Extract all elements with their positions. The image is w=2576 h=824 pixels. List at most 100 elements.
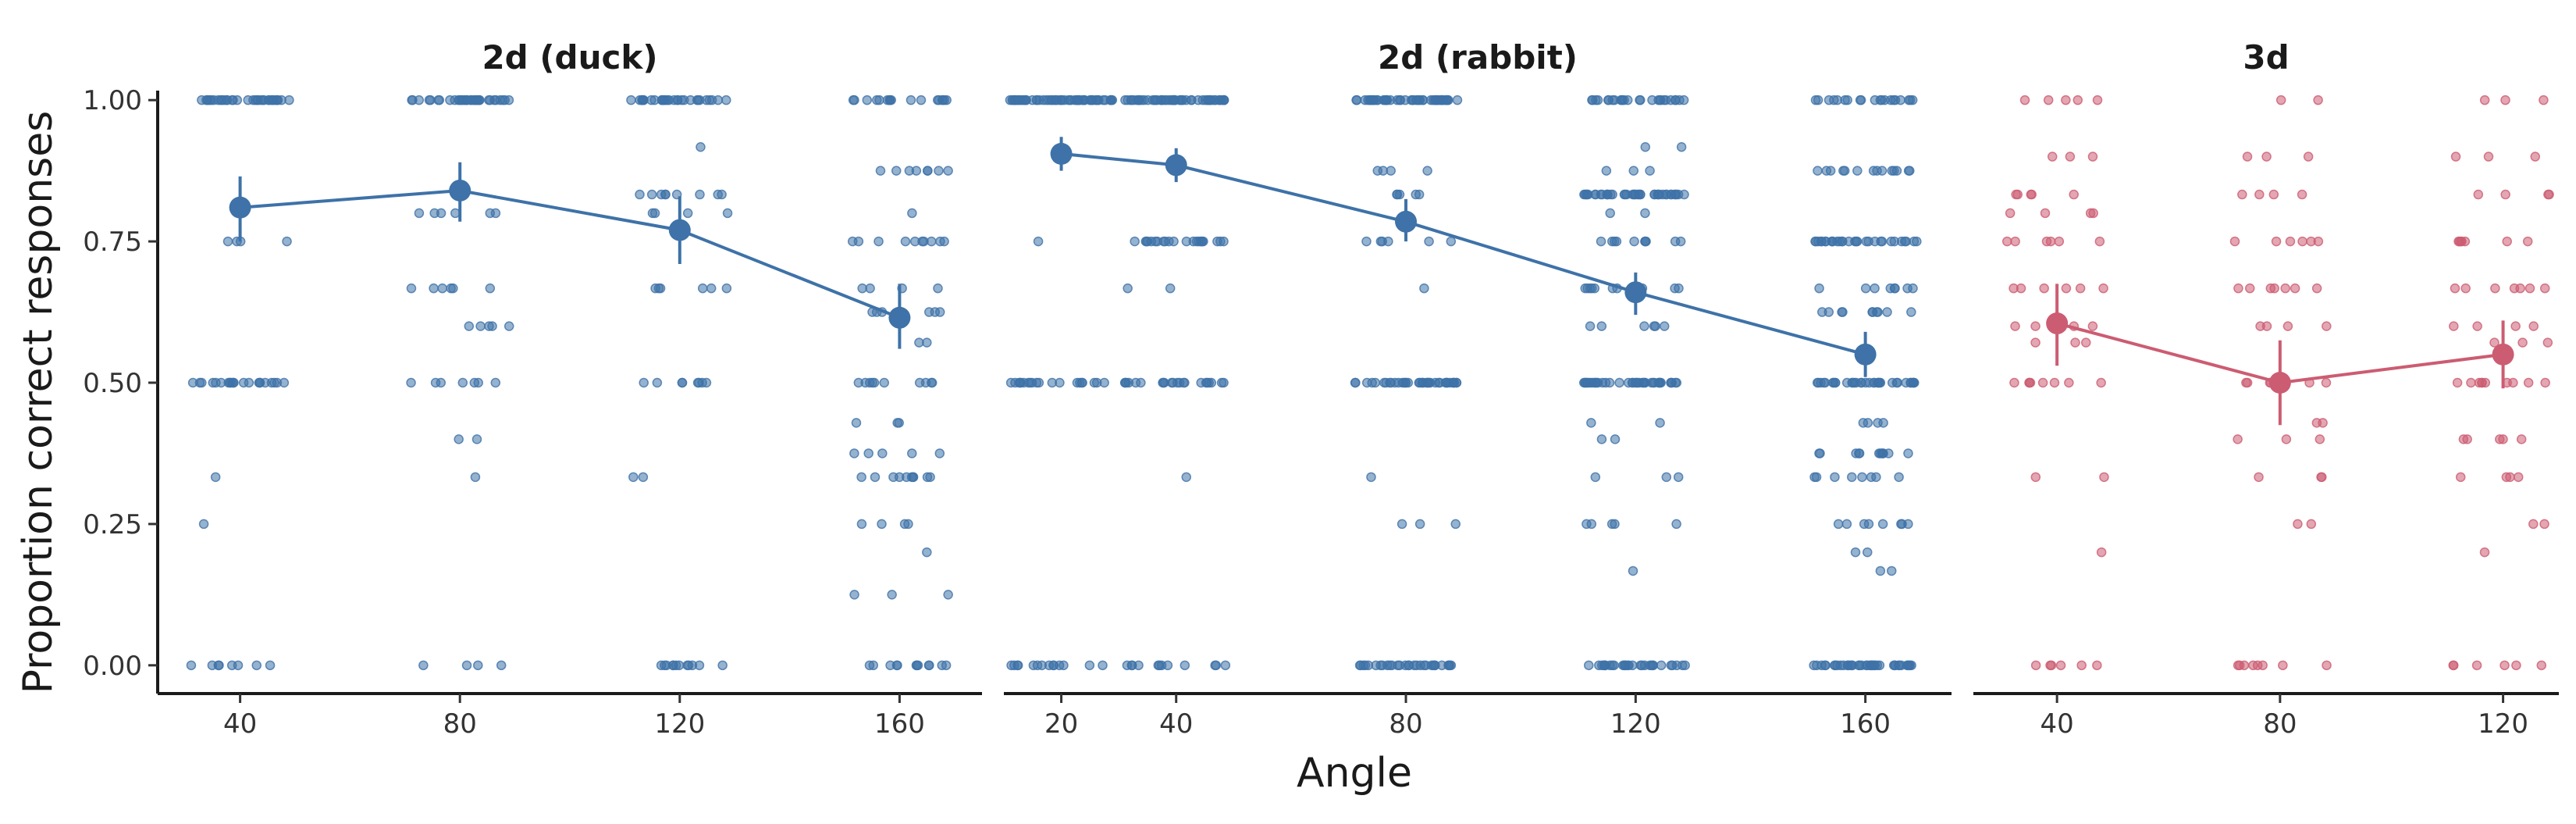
- x-tick-label: 80: [1389, 708, 1422, 740]
- x-tick-label: 160: [1840, 708, 1891, 740]
- data-point: [1903, 448, 1913, 458]
- data-point: [2450, 283, 2460, 294]
- data-point: [1597, 189, 1607, 200]
- data-point: [1601, 166, 1612, 176]
- data-point: [692, 377, 703, 388]
- data-point: [1106, 95, 1116, 105]
- data-point: [1889, 236, 1900, 247]
- data-point: [1425, 377, 1436, 388]
- data-point: [2466, 377, 2476, 388]
- data-point: [906, 472, 917, 483]
- data-point: [706, 283, 717, 294]
- data-point: [1404, 660, 1414, 671]
- data-point: [282, 236, 292, 247]
- data-point: [1582, 519, 1592, 530]
- data-point: [1414, 377, 1425, 388]
- data-point: [2019, 95, 2030, 105]
- mean-point: [1165, 154, 1187, 177]
- data-point: [210, 472, 221, 483]
- data-point: [1369, 95, 1380, 105]
- data-point: [1393, 377, 1404, 388]
- data-point: [1130, 236, 1140, 247]
- data-point: [2061, 95, 2071, 105]
- data-point: [1861, 236, 1872, 247]
- mean-point: [2046, 312, 2069, 335]
- data-point: [1866, 472, 1877, 483]
- data-point: [1906, 307, 1916, 317]
- data-point: [1873, 418, 1883, 428]
- data-point: [1641, 236, 1651, 247]
- data-point: [1047, 95, 1058, 105]
- data-point: [2096, 377, 2106, 388]
- data-point: [475, 321, 486, 331]
- data-point: [2450, 152, 2461, 162]
- data-point: [2030, 472, 2041, 483]
- data-point: [217, 95, 227, 105]
- data-point: [1813, 236, 1823, 247]
- data-point: [1168, 95, 1178, 105]
- y-tick-label: 0.25: [83, 509, 142, 540]
- data-point: [1084, 660, 1095, 671]
- data-point: [1614, 377, 1624, 388]
- data-point: [2047, 152, 2058, 162]
- data-point: [464, 321, 475, 331]
- data-point: [2539, 95, 2549, 105]
- data-point: [1422, 166, 1432, 176]
- data-point: [266, 95, 277, 105]
- mean-point: [1854, 343, 1877, 366]
- data-point: [484, 321, 494, 331]
- data-point: [1146, 236, 1157, 247]
- data-point: [672, 95, 683, 105]
- data-point: [2528, 519, 2539, 530]
- data-point: [638, 472, 649, 483]
- data-point: [892, 660, 902, 671]
- data-point: [917, 236, 927, 247]
- data-point: [660, 189, 671, 200]
- data-point: [2282, 321, 2293, 331]
- data-point: [1855, 95, 1866, 105]
- data-point: [2285, 236, 2296, 247]
- data-point: [1897, 519, 1907, 530]
- data-point: [2040, 208, 2051, 219]
- data-point: [847, 236, 858, 247]
- data-point: [1854, 448, 1864, 458]
- data-point: [1892, 377, 1903, 388]
- data-point: [1429, 660, 1440, 671]
- data-point: [2049, 377, 2060, 388]
- data-point: [1130, 377, 1141, 388]
- data-point: [891, 166, 902, 176]
- data-point: [2490, 283, 2500, 294]
- data-point: [875, 166, 886, 176]
- data-point: [1371, 660, 1381, 671]
- data-point: [457, 377, 468, 388]
- data-point: [1033, 236, 1044, 247]
- x-tick-label: 40: [223, 708, 257, 740]
- data-point: [635, 189, 645, 200]
- data-point: [1158, 377, 1168, 388]
- data-point: [1814, 448, 1824, 458]
- data-point: [2474, 377, 2485, 388]
- data-point: [1181, 95, 1191, 105]
- data-point: [1196, 236, 1206, 247]
- data-point: [1887, 166, 1898, 176]
- data-point: [2314, 434, 2325, 444]
- data-point: [1059, 660, 1069, 671]
- data-point: [1609, 660, 1619, 671]
- data-point: [1160, 236, 1170, 247]
- data-point: [1618, 660, 1628, 671]
- data-point: [1582, 189, 1592, 200]
- data-point: [1590, 472, 1601, 483]
- data-point: [2039, 283, 2049, 294]
- data-point: [900, 236, 911, 247]
- data-point: [433, 95, 443, 105]
- data-point: [1649, 377, 1660, 388]
- data-point: [448, 283, 458, 294]
- data-point: [2239, 660, 2250, 671]
- mean-point: [668, 219, 691, 241]
- data-point: [1424, 236, 1434, 247]
- data-point: [1640, 208, 1650, 219]
- data-point: [684, 660, 694, 671]
- data-point: [1220, 660, 1231, 671]
- data-point: [1676, 141, 1687, 152]
- data-point: [701, 95, 712, 105]
